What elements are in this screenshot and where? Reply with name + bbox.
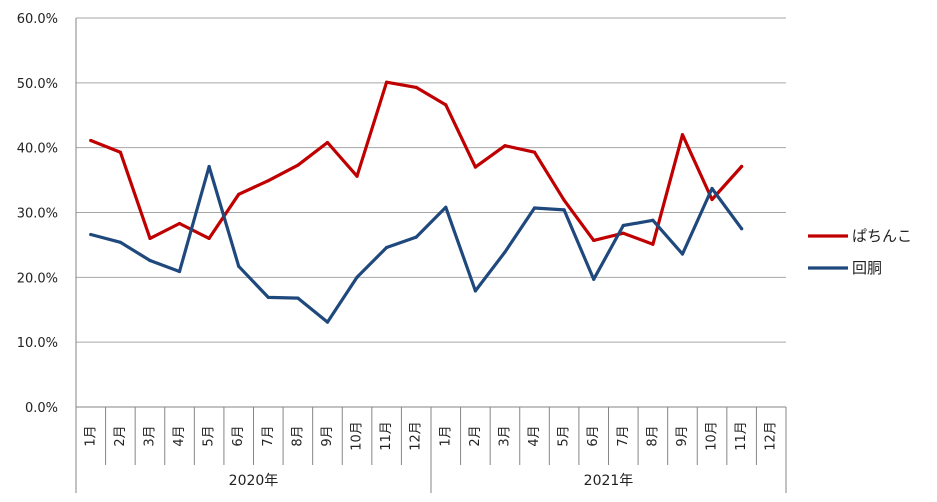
data-point: [266, 295, 270, 300]
data-point: [444, 103, 448, 107]
x-tick-label: 11月: [379, 421, 394, 451]
x-tick-label: 9月: [675, 425, 690, 446]
y-axis-tick-labels: 0.0% 10.0% 20.0% 30.0% 40.0% 50.0% 60.0%: [17, 12, 58, 416]
series-line-2: [89, 164, 744, 324]
data-point: [237, 264, 241, 268]
x-group-label: 2021年: [584, 473, 634, 489]
data-point: [296, 296, 300, 300]
series-lines: [89, 80, 744, 324]
data-point: [651, 242, 655, 246]
gridlines: [76, 17, 786, 343]
data-point: [710, 186, 714, 191]
x-tick-label: 2月: [468, 425, 483, 446]
x-tick-label: 6月: [586, 425, 601, 446]
x-tick-label: 5月: [557, 425, 572, 446]
y-tick-label: 30.0%: [17, 207, 58, 222]
x-group-label: 2020年: [229, 473, 279, 489]
data-point: [473, 165, 477, 169]
data-point: [355, 174, 359, 178]
x-tick-label: 1月: [438, 425, 453, 446]
data-point: [621, 223, 625, 228]
data-point: [592, 277, 596, 281]
x-tick-label: 6月: [231, 425, 246, 446]
data-point: [177, 269, 182, 274]
data-point: [503, 250, 507, 254]
x-tick-label: 10月: [705, 421, 720, 451]
data-point: [473, 289, 477, 293]
y-tick-label: 10.0%: [17, 336, 58, 351]
x-tick-label: 8月: [290, 425, 305, 446]
series-line-1: [89, 80, 744, 246]
data-point: [89, 232, 93, 237]
data-point: [414, 85, 418, 89]
x-tick-label: 3月: [142, 425, 157, 446]
data-point: [680, 252, 685, 256]
data-point: [325, 320, 330, 324]
data-point: [532, 206, 537, 210]
data-point: [207, 164, 211, 169]
x-tick-label: 4月: [172, 425, 187, 446]
x-tick-label: 12月: [764, 421, 779, 451]
legend-label: ぱちんこ: [852, 227, 912, 245]
data-point: [207, 236, 211, 241]
data-point: [177, 221, 182, 226]
y-tick-label: 60.0%: [17, 12, 58, 27]
data-point: [237, 192, 241, 196]
data-point: [592, 238, 596, 242]
x-tick-label: 10月: [350, 421, 365, 451]
x-tick-label: 3月: [497, 425, 512, 446]
y-tick-label: 20.0%: [17, 271, 58, 286]
data-point: [385, 80, 389, 84]
data-point: [503, 144, 507, 148]
x-tick-label: 1月: [83, 425, 98, 446]
y-tick-label: 50.0%: [17, 77, 58, 92]
data-point: [562, 198, 566, 202]
x-tick-label: 2月: [113, 425, 128, 446]
data-point: [710, 197, 714, 202]
x-tick-label: 5月: [202, 425, 217, 446]
data-point: [414, 235, 418, 239]
x-tick-label: 4月: [527, 425, 542, 446]
data-point: [118, 240, 122, 244]
x-tick-label: 7月: [261, 425, 276, 446]
x-tick-label: 7月: [616, 425, 631, 446]
x-axis: 1月 2月 3月 4月 5月 6月 7月 8月 9月 10月 11月 12月 1月 2月 3月 4月 5月 6月 7…: [75, 18, 787, 493]
data-point: [89, 138, 93, 143]
x-tick-label: 12月: [409, 421, 424, 451]
y-tick-label: 0.0%: [25, 401, 58, 416]
data-point: [118, 150, 122, 154]
data-point: [621, 231, 625, 235]
data-point: [325, 140, 330, 145]
data-point: [651, 218, 655, 222]
x-tick-label: 8月: [645, 425, 660, 446]
data-point: [148, 236, 152, 241]
data-point: [355, 275, 359, 279]
data-point: [740, 164, 744, 169]
data-point: [148, 258, 152, 263]
data-point: [444, 205, 448, 209]
x-tick-label: 9月: [320, 425, 335, 446]
y-tick-label: 40.0%: [17, 142, 58, 157]
data-point: [680, 133, 685, 137]
data-point: [562, 208, 566, 212]
data-point: [740, 227, 744, 231]
data-point: [296, 163, 300, 167]
data-point: [532, 150, 537, 154]
data-point: [266, 179, 270, 183]
legend-label: 回胴: [852, 259, 882, 277]
data-point: [385, 245, 389, 250]
x-tick-label: 11月: [734, 421, 749, 451]
